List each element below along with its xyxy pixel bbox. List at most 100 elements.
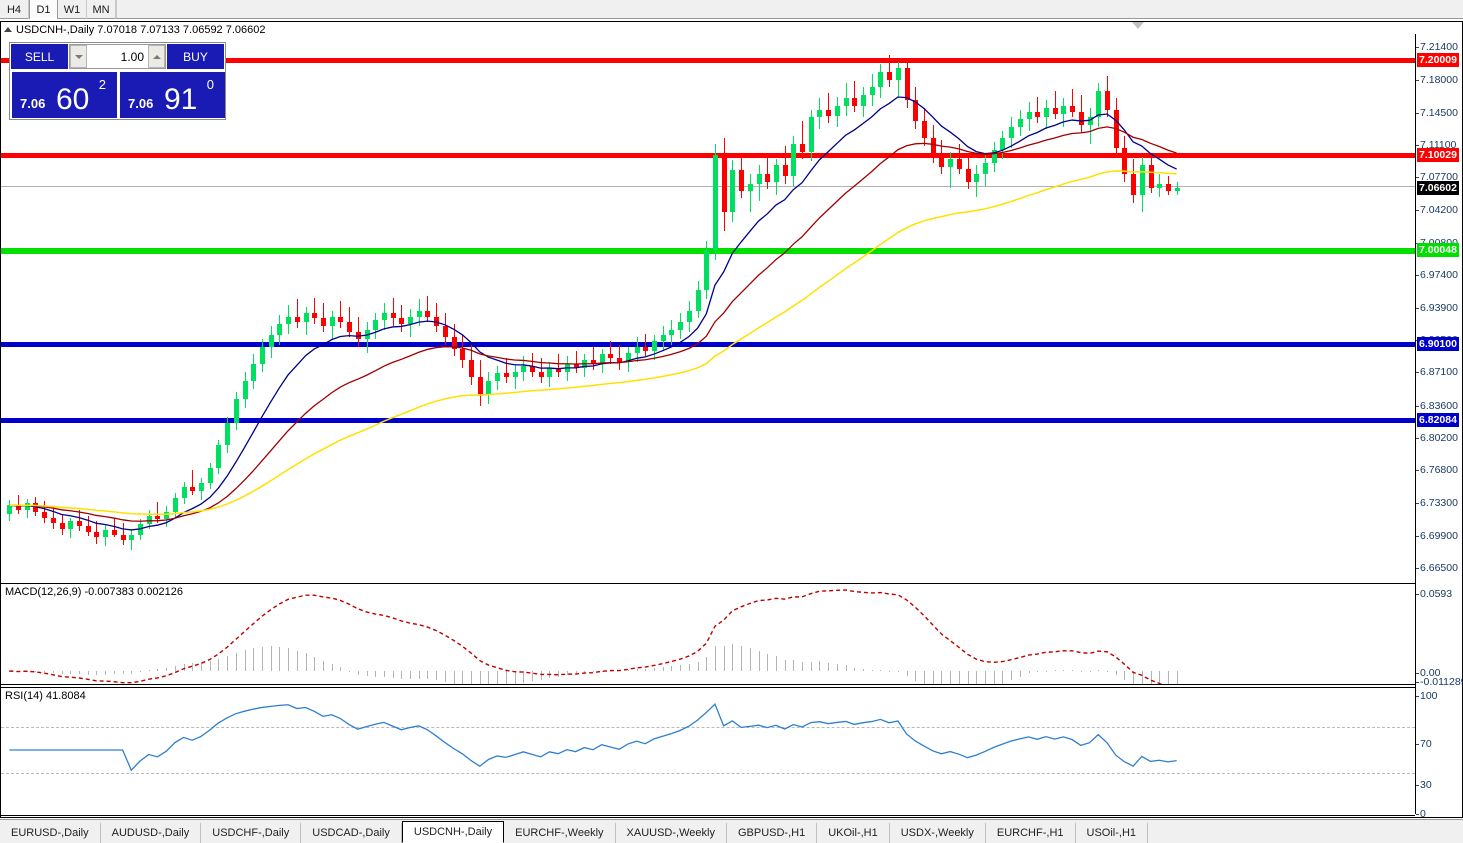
macd-histogram-bar	[976, 671, 977, 684]
candle-body	[669, 329, 674, 336]
price-scale[interactable]: 7.21400 7.18000 7.14500 7.11100 7.07700 7.042…	[1415, 34, 1463, 820]
macd-histogram-bar	[767, 654, 768, 671]
macd-histogram-bar	[96, 671, 97, 676]
macd-histogram-bar	[532, 671, 533, 682]
hline-resistance-7.10029[interactable]	[1, 153, 1415, 159]
chart-window[interactable]: USDCNH-,Daily 7.07018 7.07133 7.06592 7.…	[0, 21, 1463, 830]
candle-wick	[340, 301, 341, 328]
chart-tab-eurchfh1[interactable]: EURCHF-,H1	[986, 823, 1076, 843]
pane-resize-handle[interactable]	[1132, 22, 1144, 29]
candle-body	[1070, 106, 1075, 112]
price-level-label[interactable]: 7.10029	[1417, 148, 1459, 163]
candle-body	[722, 155, 727, 213]
timeframe-toolbar[interactable]: H4 D1 W1 MN	[0, 0, 1463, 19]
timeframe-mn[interactable]: MN	[87, 0, 116, 19]
macd-histogram-bar	[384, 671, 385, 677]
candle-wick	[750, 174, 751, 213]
hline-marker[interactable]	[1409, 58, 1414, 64]
candle-body	[565, 363, 570, 372]
chart-tab-usdcaddaily[interactable]: USDCAD-,Daily	[301, 823, 402, 843]
chart-tab-usdcnhdaily[interactable]: USDCNH-,Daily	[401, 821, 505, 843]
macd-histogram-bar	[192, 663, 193, 671]
hline-current-price[interactable]	[1, 185, 1415, 187]
macd-histogram-bar	[70, 671, 71, 675]
candle-body	[295, 316, 300, 323]
price-level-label[interactable]: 6.90100	[1417, 337, 1459, 352]
macd-histogram-bar	[445, 671, 446, 682]
macd-histogram-bar	[715, 646, 716, 671]
hline-support-6.90100[interactable]	[1, 342, 1415, 348]
candle-body	[696, 289, 701, 311]
candle-body	[1088, 117, 1093, 125]
candle-wick	[854, 81, 855, 112]
candle-body	[338, 316, 343, 323]
macd-histogram-bar	[401, 671, 402, 679]
macd-pane[interactable]: MACD(12,26,9) -0.007383 0.002126	[1, 583, 1415, 685]
chart-tab-usdchfdaily[interactable]: USDCHF-,Daily	[201, 823, 302, 843]
candle-body	[1131, 174, 1136, 196]
candle-body	[1000, 138, 1005, 150]
candle-body	[1166, 183, 1171, 192]
hline-marker[interactable]	[1409, 342, 1414, 348]
chart-tab-xauusdweekly[interactable]: XAUUSD-,Weekly	[616, 823, 727, 843]
candle-body	[774, 164, 779, 182]
price-level-label[interactable]: 7.20009	[1417, 53, 1459, 68]
buy-button[interactable]: BUY	[167, 44, 224, 69]
candle-body	[460, 348, 465, 361]
buy-price-box[interactable]: 7.06 91 0	[120, 72, 225, 118]
one-click-trading-panel[interactable]: SELL 1.00 BUY 7.06 60 2 7.06 91 0	[9, 42, 226, 120]
candle-body	[922, 121, 927, 139]
chart-tab-eurusddaily[interactable]: EURUSD-,Daily	[0, 823, 101, 843]
sell-price-pips: 60	[56, 83, 90, 116]
chart-tab-eurchfweekly[interactable]: EURCHF-,Weekly	[504, 823, 616, 843]
candle-body	[391, 312, 396, 319]
chart-tab-usoilh1[interactable]: USOil-,H1	[1076, 823, 1149, 843]
chart-tab-ukoilh1[interactable]: UKOil-,H1	[817, 823, 890, 843]
price-tick: 6.73300	[1416, 497, 1458, 510]
candle-wick	[314, 297, 315, 325]
macd-histogram-bar	[393, 671, 394, 678]
macd-histogram-bar	[724, 646, 725, 671]
price-tick: 7.18000	[1416, 73, 1458, 86]
hline-marker[interactable]	[1409, 418, 1414, 424]
macd-signal-line	[9, 589, 1163, 684]
macd-histogram-bar	[35, 671, 36, 672]
price-level-label[interactable]: 7.06602	[1417, 180, 1459, 195]
candle-body	[365, 329, 370, 340]
candle-body	[765, 174, 770, 182]
price-level-label[interactable]: 6.82084	[1417, 413, 1459, 428]
macd-histogram-bar	[1098, 670, 1099, 672]
collapse-triangle-icon[interactable]	[4, 27, 12, 32]
candle-body	[269, 335, 274, 347]
volume-value[interactable]: 1.00	[120, 49, 144, 64]
chart-tab-gbpusdh1[interactable]: GBPUSD-,H1	[727, 823, 818, 843]
sell-button[interactable]: SELL	[11, 44, 68, 69]
chart-tab-usdxweekly[interactable]: USDX-,Weekly	[890, 823, 986, 843]
hline-marker[interactable]	[1409, 153, 1414, 159]
chevron-down-icon	[74, 54, 83, 59]
chart-tab-audusddaily[interactable]: AUDUSD-,Daily	[101, 823, 202, 843]
candle-wick	[1037, 96, 1038, 124]
timeframe-w1[interactable]: W1	[58, 0, 87, 19]
volume-decrease-button[interactable]	[70, 45, 87, 68]
candle-body	[495, 373, 500, 381]
volume-increase-button[interactable]	[148, 45, 165, 68]
sell-price-box[interactable]: 7.06 60 2	[12, 72, 117, 118]
trade-panel-controls[interactable]: SELL 1.00 BUY	[10, 43, 225, 70]
hline-marker[interactable]	[1409, 247, 1414, 253]
price-level-label[interactable]: 7.00048	[1417, 242, 1459, 257]
rsi-pane[interactable]: RSI(14) 41.8084	[1, 687, 1415, 815]
candle-body	[757, 174, 762, 184]
volume-stepper[interactable]: 1.00	[69, 44, 166, 69]
hline-resistance-7.20009[interactable]	[1, 58, 1415, 64]
macd-histogram-bar	[1046, 670, 1047, 672]
macd-histogram-bar	[889, 671, 890, 672]
timeframe-h4[interactable]: H4	[0, 0, 29, 19]
chart-tab-bar[interactable]: EURUSD-,Daily AUDUSD-,Daily USDCHF-,Daily U…	[0, 819, 1463, 843]
timeframe-d1[interactable]: D1	[29, 0, 58, 19]
macd-histogram-bar	[166, 668, 167, 671]
hline-support-6.82084[interactable]	[1, 418, 1415, 424]
candle-body	[486, 381, 491, 395]
macd-histogram-bar	[785, 659, 786, 671]
candle-body	[469, 360, 474, 378]
